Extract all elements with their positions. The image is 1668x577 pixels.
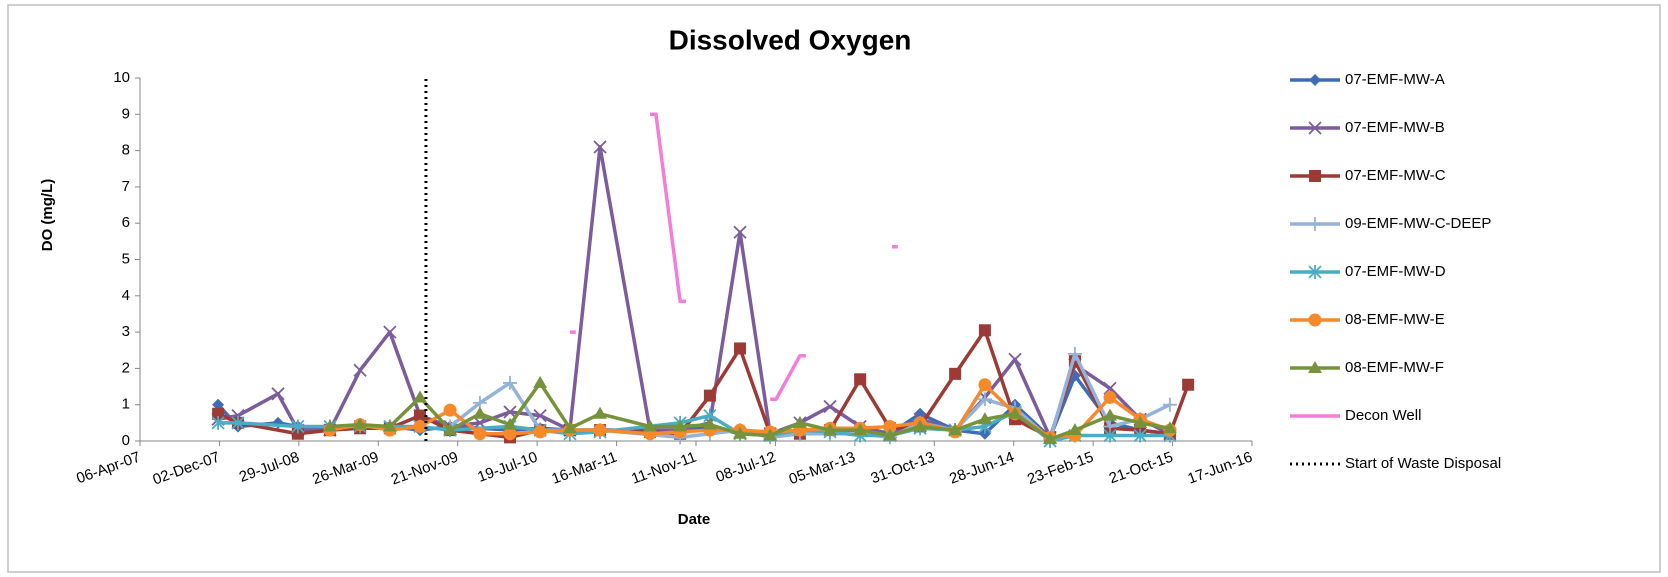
- chart-title: Dissolved Oxygen: [669, 24, 912, 55]
- y-tick-label: 9: [122, 105, 130, 122]
- legend-label: 07-EMF-MW-B: [1345, 119, 1445, 136]
- marker: [503, 417, 518, 430]
- chart-border: [7, 4, 1661, 573]
- marker: [978, 378, 992, 392]
- marker: [702, 417, 717, 430]
- y-tick-label: 10: [113, 69, 130, 86]
- marker: [212, 407, 225, 420]
- marker: [1308, 361, 1322, 373]
- legend-label: Start of Waste Disposal: [1345, 455, 1501, 472]
- marker: [443, 423, 458, 436]
- marker: [734, 342, 747, 355]
- y-tick-label: 4: [122, 287, 130, 304]
- marker: [854, 373, 867, 386]
- marker: [1309, 74, 1321, 86]
- marker: [1103, 390, 1117, 404]
- marker: [763, 428, 778, 441]
- marker: [703, 389, 716, 402]
- y-tick-label: 6: [122, 214, 130, 231]
- marker: [383, 325, 397, 339]
- marker: [883, 419, 897, 433]
- marker: [1008, 352, 1022, 366]
- marker: [1043, 432, 1058, 445]
- legend-label: 09-EMF-MW-C-DEEP: [1345, 215, 1491, 232]
- legend-label: 07-EMF-MW-C: [1345, 167, 1446, 184]
- legend-label: 08-EMF-MW-F: [1345, 359, 1444, 376]
- marker: [443, 403, 457, 417]
- marker: [1162, 397, 1177, 412]
- y-tick-label: 3: [122, 323, 130, 340]
- marker: [1008, 406, 1023, 419]
- legend-label: 08-EMF-MW-E: [1345, 311, 1445, 328]
- marker: [1308, 217, 1322, 231]
- legend-label: Decon Well: [1345, 407, 1421, 424]
- marker: [1308, 121, 1322, 135]
- marker: [562, 421, 577, 434]
- marker: [823, 399, 837, 414]
- marker: [472, 406, 487, 419]
- marker: [503, 375, 518, 390]
- marker: [1067, 346, 1082, 361]
- y-tick-label: 1: [122, 396, 130, 413]
- legend-label: 07-EMF-MW-A: [1345, 71, 1445, 88]
- y-tick-label: 5: [122, 250, 130, 267]
- marker: [533, 408, 547, 423]
- y-tick-label: 7: [122, 178, 130, 195]
- marker: [503, 405, 517, 419]
- marker: [1308, 265, 1322, 279]
- x-axis-label: Date: [678, 511, 711, 528]
- marker: [823, 423, 838, 436]
- marker: [271, 387, 285, 401]
- marker: [593, 140, 607, 154]
- series-line: [329, 381, 1171, 441]
- marker: [792, 415, 807, 428]
- marker: [413, 419, 427, 433]
- marker: [948, 423, 963, 436]
- marker: [1103, 428, 1117, 443]
- marker: [412, 390, 427, 403]
- marker: [212, 398, 225, 411]
- marker: [533, 375, 548, 388]
- marker: [473, 427, 487, 441]
- marker: [673, 419, 688, 432]
- marker: [1133, 415, 1148, 428]
- marker: [853, 423, 868, 436]
- marker: [593, 406, 608, 419]
- y-tick-label: 8: [122, 142, 130, 159]
- marker: [1308, 313, 1322, 327]
- marker: [382, 419, 397, 432]
- y-tick-label: 2: [122, 359, 130, 376]
- marker: [533, 425, 547, 439]
- marker: [977, 412, 992, 425]
- marker: [978, 324, 991, 337]
- marker: [353, 417, 368, 430]
- series-line: [569, 112, 898, 402]
- marker: [882, 428, 897, 441]
- y-tick-label: 0: [122, 432, 130, 449]
- marker: [231, 415, 245, 430]
- marker: [291, 419, 305, 434]
- marker: [1103, 408, 1118, 421]
- marker: [642, 419, 657, 432]
- marker: [322, 419, 337, 432]
- marker: [353, 363, 367, 377]
- marker: [1309, 170, 1321, 182]
- marker: [733, 225, 747, 239]
- marker: [1133, 428, 1147, 443]
- y-axis-label: DO (mg/L): [39, 179, 56, 252]
- marker: [413, 409, 426, 422]
- marker: [913, 419, 928, 432]
- marker: [1182, 378, 1195, 391]
- marker: [503, 427, 517, 441]
- marker: [593, 423, 607, 437]
- marker: [733, 426, 748, 439]
- marker: [1067, 423, 1082, 436]
- marker: [1162, 421, 1177, 434]
- legend-label: 07-EMF-MW-D: [1345, 263, 1446, 280]
- marker: [211, 415, 225, 430]
- marker: [977, 392, 992, 407]
- marker: [949, 367, 962, 380]
